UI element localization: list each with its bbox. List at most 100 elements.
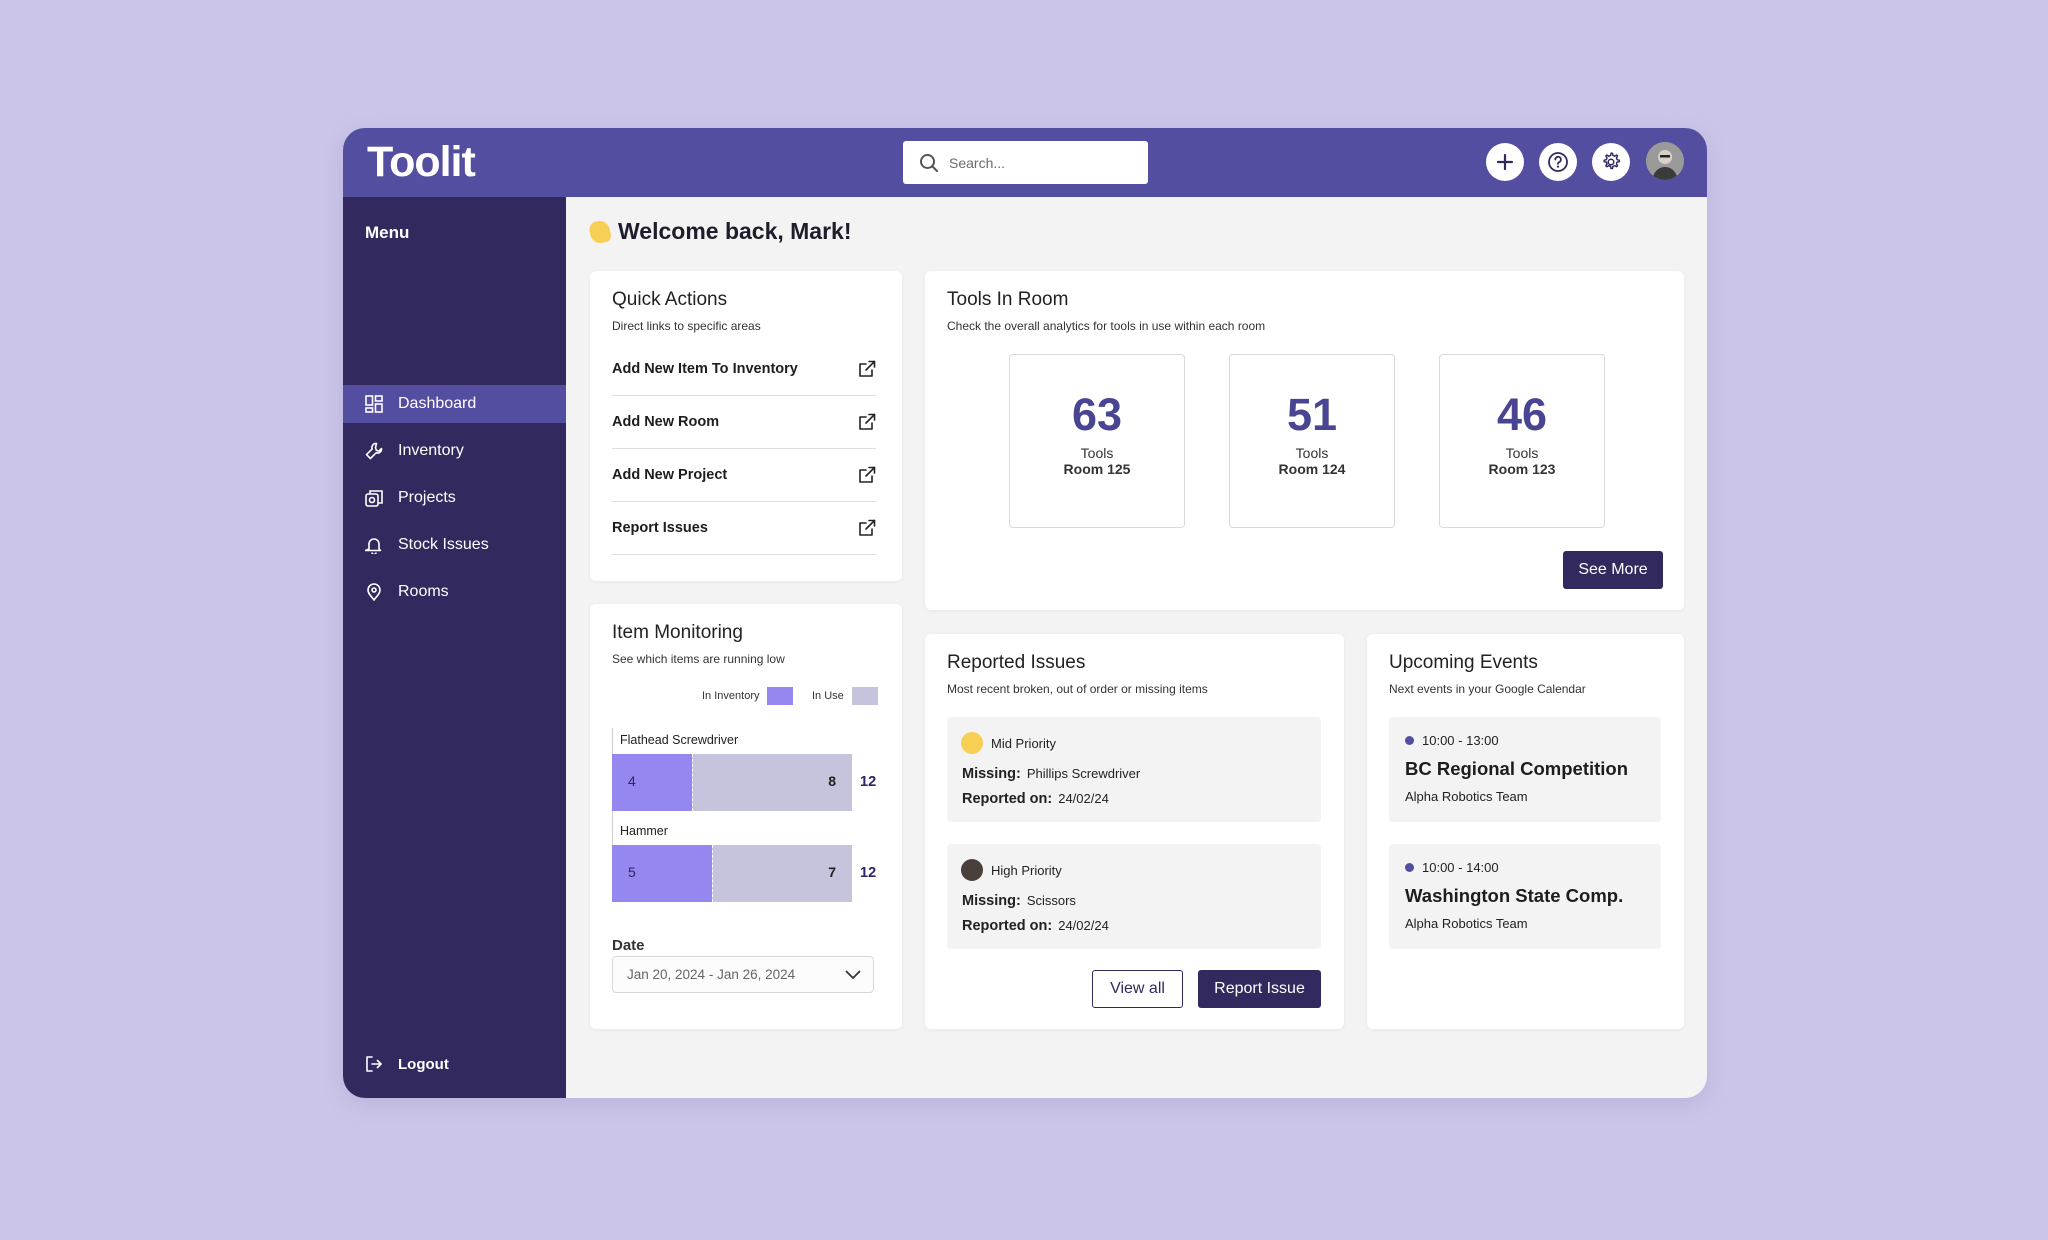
settings-button[interactable] (1592, 143, 1630, 181)
event-time-text: 10:00 - 13:00 (1422, 733, 1499, 748)
priority-label: Mid Priority (991, 735, 1057, 751)
room-name: Room 123 (1488, 461, 1556, 477)
report-issue-button[interactable]: Report Issue (1198, 970, 1321, 1008)
quick-action-label: Report Issues (612, 520, 708, 536)
quick-action-label: Add New Room (612, 414, 720, 430)
bar-hammer[interactable]: 5 7 (612, 845, 852, 902)
legend-in-use: In Use (812, 687, 878, 705)
sidebar-item-dashboard[interactable]: Dashboard (343, 385, 566, 423)
external-link-icon (859, 360, 876, 377)
event-time-text: 10:00 - 14:00 (1422, 860, 1499, 875)
bar-value-in-inventory: 5 (628, 864, 636, 880)
legend-in-inventory: In Inventory (702, 687, 794, 705)
priority-indicator: High Priority (961, 859, 1062, 881)
logo[interactable]: Toolit (367, 138, 476, 186)
external-link-icon (859, 466, 876, 483)
event-name: BC Regional Competition (1405, 758, 1629, 779)
bar-segment-in-inventory: 4 (612, 754, 692, 811)
reported-issues-title: Reported Issues (947, 652, 1086, 673)
event-item[interactable]: 10:00 - 14:00 Washington State Comp. Alp… (1389, 844, 1661, 949)
help-button[interactable] (1539, 143, 1577, 181)
missing-label: Missing: (962, 893, 1021, 909)
reported-date: 24/02/24 (1058, 918, 1109, 933)
sidebar-item-label: Rooms (398, 583, 449, 600)
tools-in-room-subtitle: Check the overall analytics for tools in… (947, 319, 1266, 333)
sidebar-item-projects[interactable]: Projects (343, 479, 566, 517)
logout-icon (366, 1056, 382, 1072)
welcome-text: Welcome back, Mark! (618, 218, 852, 244)
reported-date: 24/02/24 (1058, 791, 1109, 806)
menu-title: Menu (365, 223, 410, 242)
upcoming-events-title: Upcoming Events (1389, 652, 1538, 673)
bar-flathead-screwdriver[interactable]: 4 8 (612, 754, 852, 811)
date-label: Date (612, 937, 645, 954)
quick-action-label: Add New Project (612, 467, 728, 483)
legend-label: In Use (812, 690, 844, 702)
search-box[interactable] (903, 141, 1148, 184)
issue-reported-line: Reported on: 24/02/24 (962, 918, 1109, 934)
issue-item[interactable]: Mid Priority Missing: Phillips Screwdrive… (947, 717, 1321, 822)
tools-in-room-card: Tools In Room Check the overall analytic… (925, 271, 1684, 610)
legend-label: In Inventory (702, 690, 760, 702)
quick-action-add-room[interactable]: Add New Room (612, 396, 876, 449)
quick-actions-card: Quick Actions Direct links to specific a… (590, 271, 902, 581)
reported-label: Reported on: (962, 791, 1053, 807)
external-link-icon (859, 413, 876, 430)
top-bar: Toolit (343, 128, 1707, 197)
avatar[interactable] (1646, 142, 1684, 180)
sidebar-item-stock-issues[interactable]: Stock Issues (343, 526, 566, 564)
user-avatar-icon (1646, 142, 1684, 180)
event-time: 10:00 - 13:00 (1405, 733, 1499, 748)
quick-action-add-item[interactable]: Add New Item To Inventory (612, 343, 876, 396)
tools-in-room-title: Tools In Room (947, 289, 1069, 310)
bar-label: Flathead Screwdriver (620, 733, 739, 747)
quick-actions-title: Quick Actions (612, 289, 728, 310)
issue-reported-line: Reported on: 24/02/24 (962, 791, 1109, 807)
room-tool-count: 46 (1496, 389, 1548, 440)
event-item[interactable]: 10:00 - 13:00 BC Regional Competition Al… (1389, 717, 1661, 822)
chevron-down-icon (845, 970, 861, 979)
priority-label: High Priority (991, 862, 1062, 878)
view-all-button[interactable]: View all (1092, 970, 1183, 1008)
bar-value-in-use: 7 (828, 864, 836, 880)
bar-value-in-use: 8 (828, 773, 836, 789)
missing-label: Missing: (962, 766, 1021, 782)
app-window: Toolit Menu Dashboard Inventory (343, 128, 1707, 1098)
item-monitoring-title: Item Monitoring (612, 622, 743, 643)
room-stat-card[interactable]: 51 Tools Room 124 (1229, 354, 1395, 528)
legend-swatch (851, 687, 878, 705)
room-stat-card[interactable]: 46 Tools Room 123 (1439, 354, 1605, 528)
room-tool-count: 63 (1071, 389, 1123, 440)
see-more-button[interactable]: See More (1563, 551, 1663, 589)
issue-item[interactable]: High Priority Missing: Scissors Reported … (947, 844, 1321, 949)
logout-button[interactable]: Logout (343, 1049, 566, 1079)
room-name: Room 125 (1063, 461, 1131, 477)
external-link-icon (859, 519, 876, 536)
missing-item: Phillips Screwdriver (1026, 766, 1141, 781)
event-name: Washington State Comp. (1405, 885, 1624, 906)
quick-action-report-issues[interactable]: Report Issues (612, 502, 876, 555)
issue-missing-line: Missing: Scissors (962, 893, 1076, 909)
reported-label: Reported on: (962, 918, 1053, 934)
search-input[interactable] (949, 154, 1139, 171)
sidebar-item-inventory[interactable]: Inventory (343, 432, 566, 470)
item-monitoring-subtitle: See which items are running low (612, 652, 785, 666)
priority-dot-icon (961, 859, 983, 881)
event-time: 10:00 - 14:00 (1405, 860, 1499, 875)
room-tool-label: Tools (1505, 445, 1539, 461)
sidebar-item-rooms[interactable]: Rooms (343, 573, 566, 611)
date-range-select[interactable]: Jan 20, 2024 - Jan 26, 2024 (612, 956, 874, 993)
room-tool-label: Tools (1295, 445, 1329, 461)
logout-label: Logout (398, 1055, 449, 1073)
legend-swatch (767, 687, 794, 705)
bell-icon (365, 538, 382, 554)
bar-total: 12 (860, 774, 877, 790)
bar-segment-in-inventory: 5 (612, 845, 712, 902)
sidebar-item-label: Inventory (398, 442, 464, 459)
room-stat-card[interactable]: 63 Tools Room 125 (1009, 354, 1185, 528)
quick-action-add-project[interactable]: Add New Project (612, 449, 876, 502)
quick-actions-subtitle: Direct links to specific areas (612, 319, 761, 333)
add-button[interactable] (1486, 143, 1524, 181)
bar-segment-in-use: 7 (712, 845, 852, 902)
bar-value-in-inventory: 4 (628, 773, 636, 789)
